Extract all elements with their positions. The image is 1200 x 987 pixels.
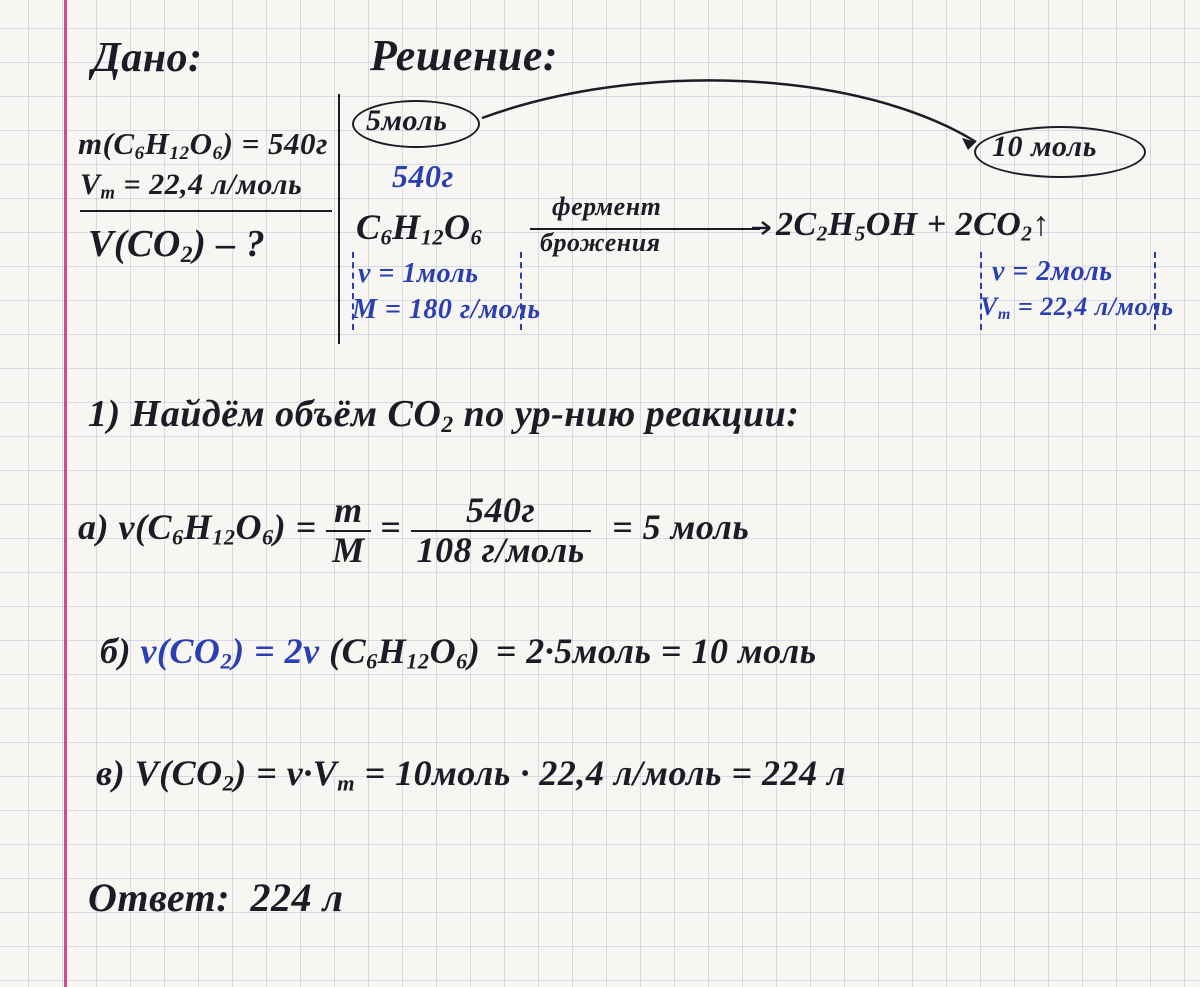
step-b-lhs: ν(CO2) = 2ν: [140, 631, 319, 671]
step1-title: 1) Найдём объём CO2 по ур-нию реакции:: [88, 392, 799, 439]
step-a-result: = 5 моль: [612, 507, 749, 547]
step-a-frac2: 540г 108 г/моль: [411, 492, 591, 570]
step-b-rhs: = 2·5моль = 10 моль: [496, 631, 817, 671]
step-a-label: а): [78, 507, 109, 547]
eqn-arrow-top: фермент: [552, 192, 661, 222]
answer: Ответ: 224 л: [88, 874, 344, 921]
step-a-frac1: m M: [326, 492, 371, 570]
step-c-expr: V(CO2) = ν·Vm = 10моль · 22,4 л/моль = 2…: [135, 753, 846, 793]
eqn-arrow-bottom: брожения: [540, 228, 661, 258]
step-c: в) V(CO2) = ν·Vm = 10моль · 22,4 л/моль …: [96, 752, 846, 797]
right-Vm: Vm = 22,4 л/моль: [980, 292, 1174, 324]
step-b: б) ν(CO2) = 2ν (C6H12O6) = 2·5моль = 10 …: [100, 630, 817, 675]
answer-value: 224 л: [251, 875, 344, 920]
mass-over-reactant: 540г: [392, 158, 454, 195]
left-M: M = 180 г/моль: [352, 294, 541, 326]
step-c-label: в): [96, 753, 125, 793]
right-nu: ν = 2моль: [992, 256, 1113, 288]
left-nu: ν = 1моль: [358, 258, 479, 290]
eqn-arrow-head: [752, 218, 776, 238]
step-a: а) ν(C6H12O6) = m M = 540г 108 г/моль = …: [78, 492, 749, 570]
step-b-label: б): [100, 631, 131, 671]
answer-label: Ответ:: [88, 875, 230, 920]
eqn-reactant: C6H12O6: [356, 206, 482, 251]
step-a-lhs: ν(C6H12O6) =: [119, 507, 317, 547]
eqn-products: 2C2H5OH + 2CO2↑: [776, 206, 1050, 246]
step-b-paren: (C6H12O6): [329, 631, 480, 671]
